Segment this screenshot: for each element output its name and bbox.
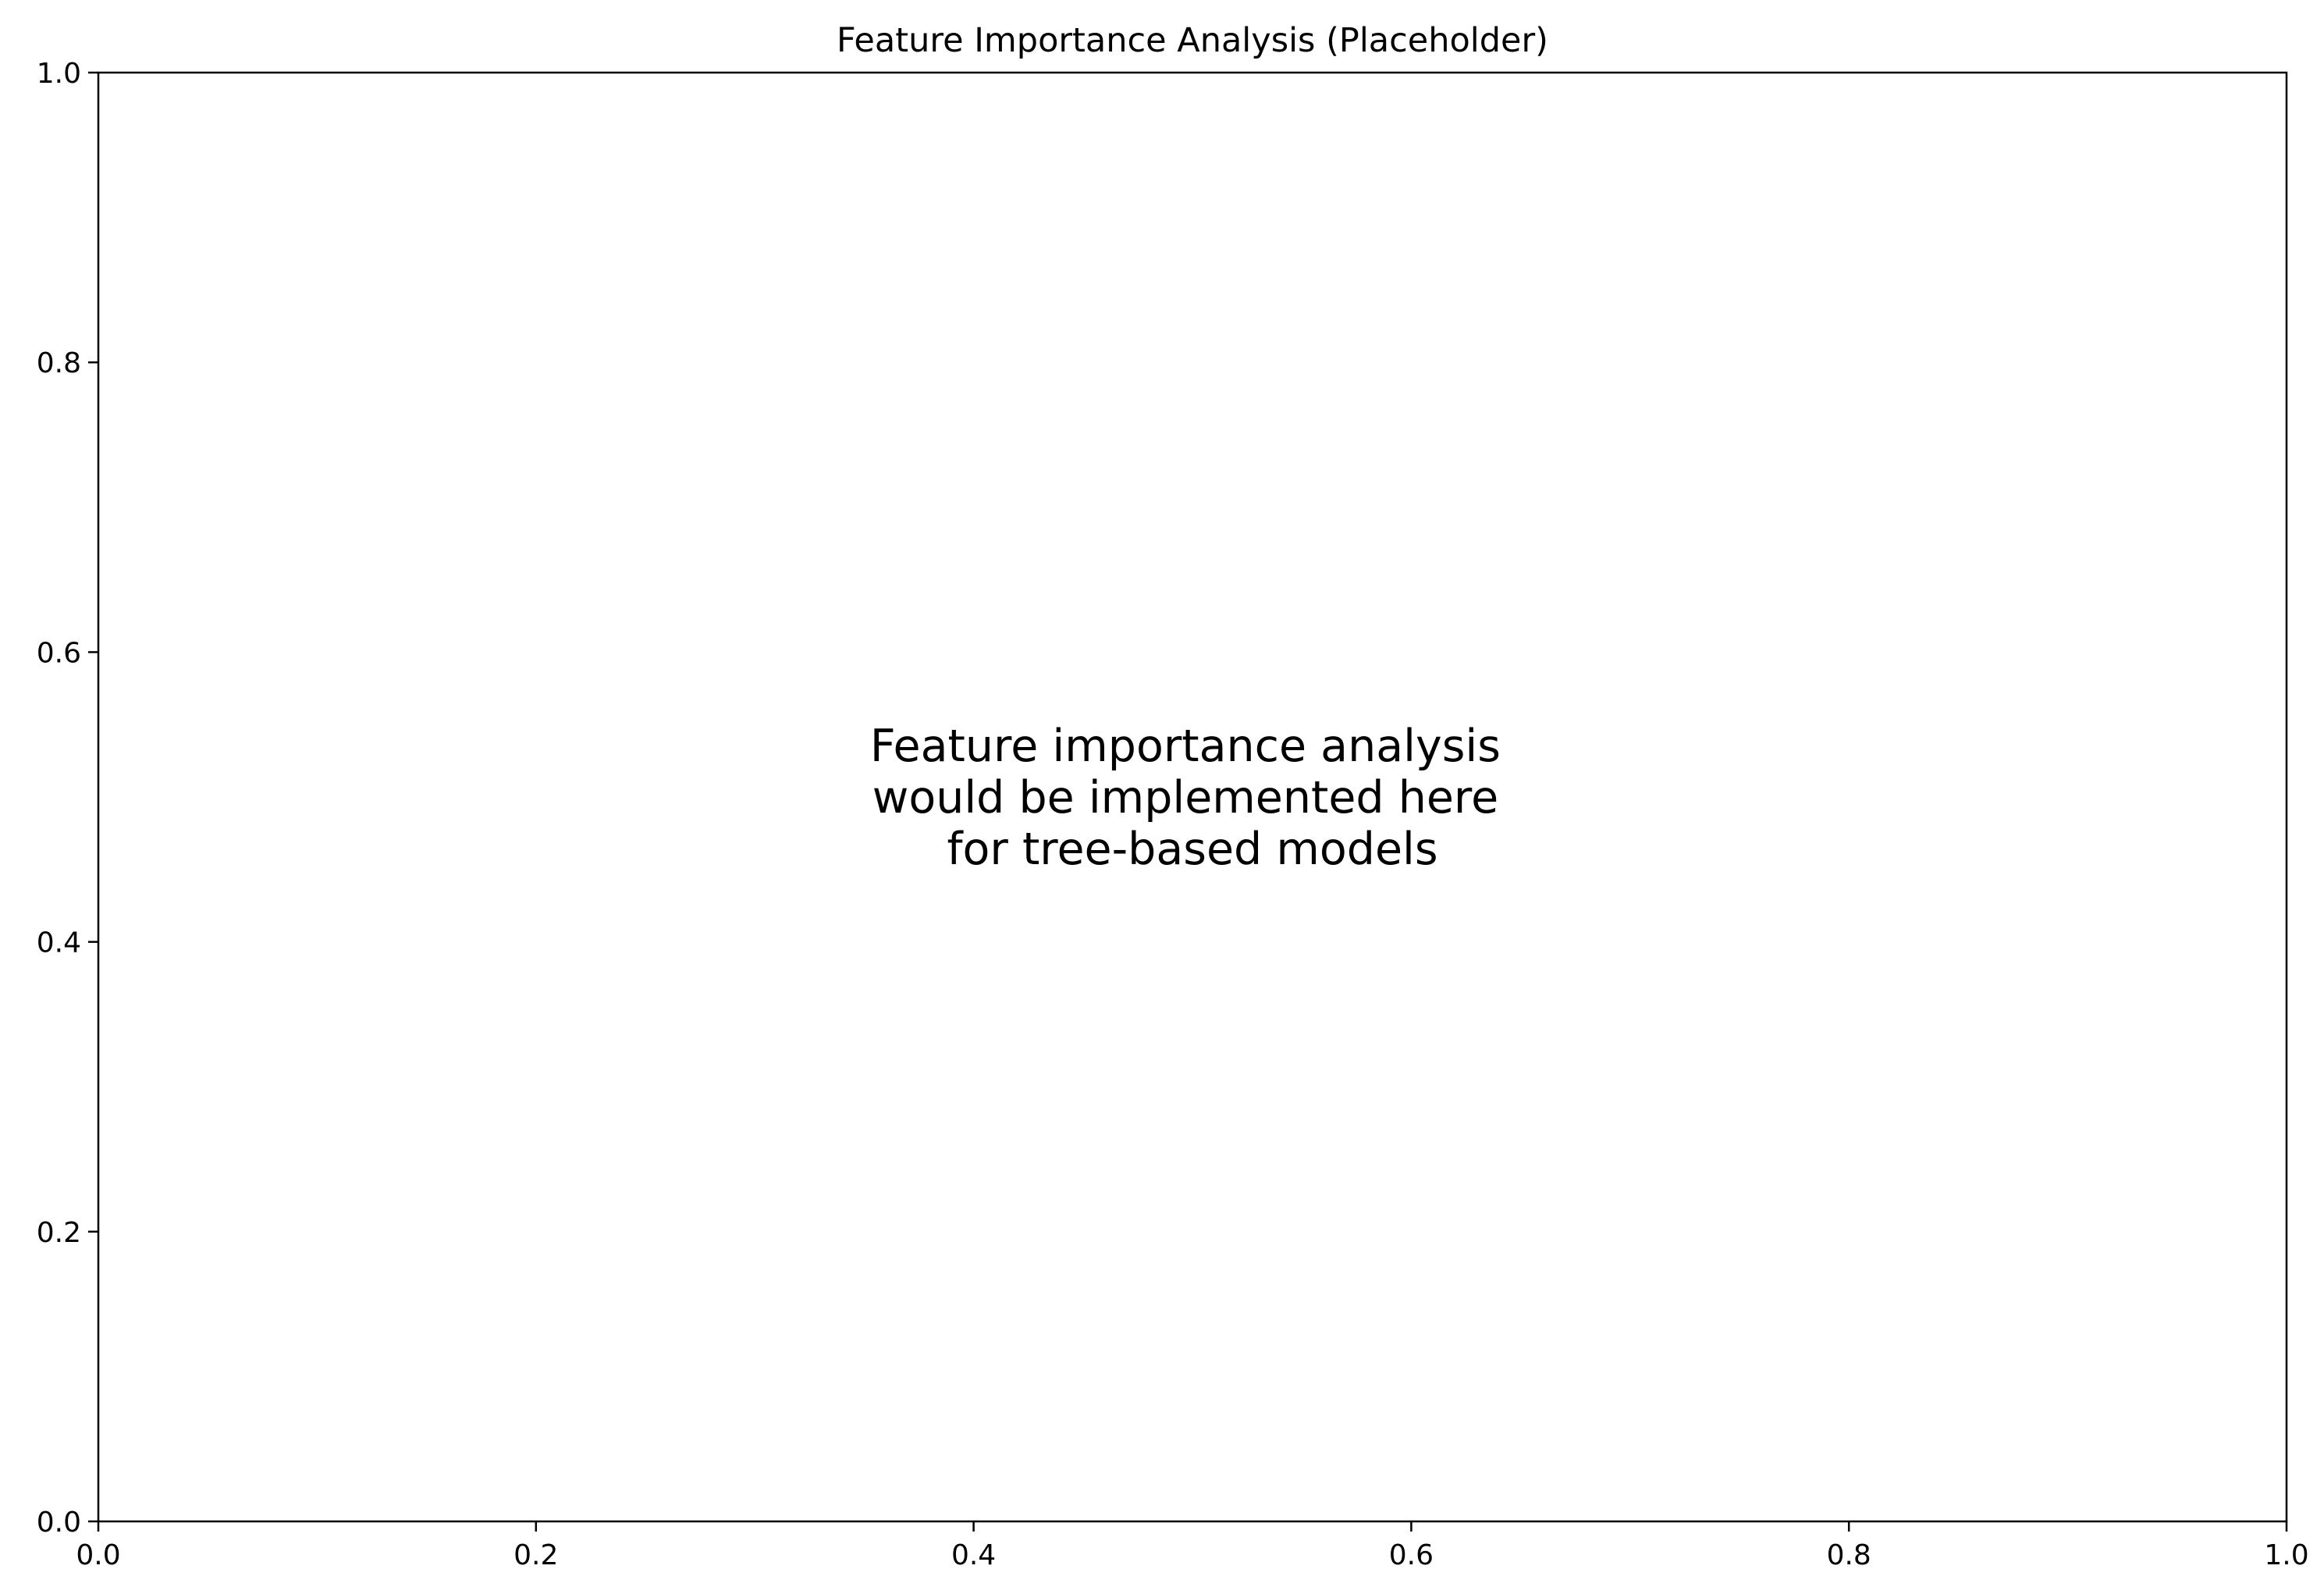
x-tick-label: 0.0 [76,1539,120,1571]
x-tick-label: 1.0 [2264,1539,2308,1571]
y-tick-label: 0.4 [37,927,81,959]
y-tick-label: 0.8 [37,347,81,379]
chart-title: Feature Importance Analysis (Placeholder… [837,21,1548,60]
x-tick-label: 0.8 [1827,1539,1871,1571]
y-tick-label: 0.2 [37,1217,81,1249]
y-axis: 0.0 0.2 0.4 0.6 0.8 1.0 [37,58,98,1539]
annotation-line-1: Feature importance analysis [870,721,1501,772]
y-tick-label: 0.0 [37,1507,81,1539]
annotation-line-2: would be implemented here [872,772,1498,824]
x-tick-label: 0.4 [951,1539,996,1571]
y-tick-label: 1.0 [37,58,81,90]
x-tick-label: 0.2 [513,1539,558,1571]
placeholder-annotation: Feature importance analysis would be imp… [870,721,1515,875]
plot-area [97,71,2288,1523]
x-axis: 0.0 0.2 0.4 0.6 0.8 1.0 [76,1521,2309,1571]
x-tick-label: 0.6 [1389,1539,1434,1571]
annotation-line-3: for tree-based models [947,824,1437,875]
y-tick-label: 0.6 [37,637,81,669]
